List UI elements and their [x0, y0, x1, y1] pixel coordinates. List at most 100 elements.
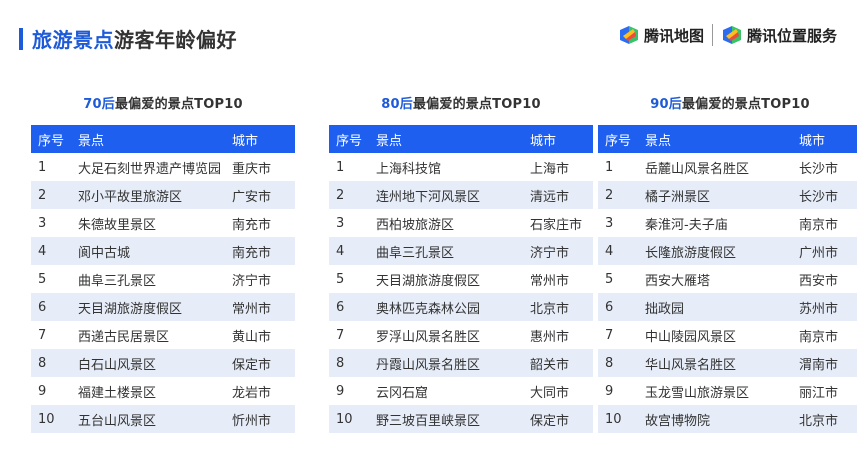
- cell-spot: 罗浮山风景名胜区: [369, 321, 523, 349]
- page-title-highlight: 旅游景点: [32, 28, 114, 52]
- table-row: 1 岳麓山风景名胜区 长沙市: [598, 153, 857, 181]
- cell-city: 北京市: [792, 405, 857, 433]
- table-header-row: 序号 景点 城市: [31, 125, 295, 153]
- cell-no: 10: [598, 405, 638, 433]
- table-row: 7 中山陵园风景区 南京市: [598, 321, 857, 349]
- cell-no: 10: [31, 405, 71, 433]
- column-header-spot: 景点: [71, 125, 225, 153]
- cell-city: 广州市: [792, 237, 857, 265]
- panel-70s: 70后最偏爱的景点TOP10 序号 景点 城市 1 大足石刻世界遗产博览园 重庆市 2…: [31, 96, 295, 433]
- ranking-table: 序号 景点 城市 1 上海科技馆 上海市 2 连州地下河风景区 清远市 3 西柏坡旅游区 石家庄…: [329, 125, 593, 433]
- column-header-no: 序号: [31, 125, 71, 153]
- cell-city: 保定市: [225, 349, 295, 377]
- cell-no: 2: [31, 181, 71, 209]
- cell-city: 济宁市: [225, 265, 295, 293]
- cell-no: 4: [329, 237, 369, 265]
- cell-spot: 阆中古城: [71, 237, 225, 265]
- cell-city: 长沙市: [792, 181, 857, 209]
- table-header-row: 序号 景点 城市: [329, 125, 593, 153]
- cell-no: 7: [329, 321, 369, 349]
- cell-city: 重庆市: [225, 153, 295, 181]
- ranking-table: 序号 景点 城市 1 大足石刻世界遗产博览园 重庆市 2 邓小平故里旅游区 广安市 3 朱德故…: [31, 125, 295, 433]
- cell-no: 1: [329, 153, 369, 181]
- cell-city: 苏州市: [792, 293, 857, 321]
- table-row: 2 橘子洲景区 长沙市: [598, 181, 857, 209]
- cell-spot: 西安大雁塔: [638, 265, 792, 293]
- cell-no: 9: [31, 377, 71, 405]
- table-row: 9 福建土楼景区 龙岩市: [31, 377, 295, 405]
- panel-title-rest: 最偏爱的景点TOP10: [412, 97, 541, 112]
- table-row: 6 拙政园 苏州市: [598, 293, 857, 321]
- cell-spot: 天目湖旅游度假区: [71, 293, 225, 321]
- cell-spot: 上海科技馆: [369, 153, 523, 181]
- tencent-map-logo: 腾讯地图: [618, 24, 704, 46]
- table-row: 10 五台山风景区 忻州市: [31, 405, 295, 433]
- panel-title: 90后最偏爱的景点TOP10: [598, 96, 857, 114]
- cell-no: 6: [31, 293, 71, 321]
- tencent-map-logo-text: 腾讯地图: [643, 26, 704, 45]
- cell-city: 忻州市: [225, 405, 295, 433]
- column-header-city: 城市: [523, 125, 593, 153]
- cell-city: 丽江市: [792, 377, 857, 405]
- cell-no: 5: [598, 265, 638, 293]
- cell-no: 10: [329, 405, 369, 433]
- cell-city: 韶关市: [523, 349, 593, 377]
- cell-spot: 大足石刻世界遗产博览园: [71, 153, 225, 181]
- table-row: 3 朱德故里景区 南充市: [31, 209, 295, 237]
- cell-no: 1: [31, 153, 71, 181]
- cell-spot: 奥林匹克森林公园: [369, 293, 523, 321]
- cell-spot: 云冈石窟: [369, 377, 523, 405]
- panel-title: 80后最偏爱的景点TOP10: [329, 96, 593, 114]
- cell-no: 7: [31, 321, 71, 349]
- panel-title-rest: 最偏爱的景点TOP10: [114, 97, 243, 112]
- panel-title-highlight: 70后: [83, 97, 115, 112]
- table-row: 7 罗浮山风景名胜区 惠州市: [329, 321, 593, 349]
- panel-title-rest: 最偏爱的景点TOP10: [681, 97, 810, 112]
- cell-spot: 中山陵园风景区: [638, 321, 792, 349]
- cell-no: 3: [598, 209, 638, 237]
- table-row: 8 华山风景名胜区 渭南市: [598, 349, 857, 377]
- cell-spot: 连州地下河风景区: [369, 181, 523, 209]
- cell-city: 清远市: [523, 181, 593, 209]
- tencent-map-logo-icon: [619, 26, 638, 44]
- column-header-spot: 景点: [638, 125, 792, 153]
- tencent-location-logo-text: 腾讯位置服务: [746, 26, 837, 45]
- table-row: 5 西安大雁塔 西安市: [598, 265, 857, 293]
- cell-spot: 玉龙雪山旅游景区: [638, 377, 792, 405]
- panel-90s: 90后最偏爱的景点TOP10 序号 景点 城市 1 岳麓山风景名胜区 长沙市 2 橘子洲…: [598, 96, 857, 433]
- cell-spot: 白石山风景区: [71, 349, 225, 377]
- cell-no: 6: [598, 293, 638, 321]
- cell-city: 大同市: [523, 377, 593, 405]
- cell-city: 龙岩市: [225, 377, 295, 405]
- table-row: 6 天目湖旅游度假区 常州市: [31, 293, 295, 321]
- cell-spot: 华山风景名胜区: [638, 349, 792, 377]
- table-row: 1 大足石刻世界遗产博览园 重庆市: [31, 153, 295, 181]
- cell-no: 5: [31, 265, 71, 293]
- cell-no: 8: [329, 349, 369, 377]
- cell-no: 8: [31, 349, 71, 377]
- cell-city: 南京市: [792, 321, 857, 349]
- cell-city: 南京市: [792, 209, 857, 237]
- table-row: 4 长隆旅游度假区 广州市: [598, 237, 857, 265]
- column-header-city: 城市: [792, 125, 857, 153]
- table-row: 2 连州地下河风景区 清远市: [329, 181, 593, 209]
- cell-spot: 野三坡百里峡景区: [369, 405, 523, 433]
- table-row: 5 曲阜三孔景区 济宁市: [31, 265, 295, 293]
- cell-city: 惠州市: [523, 321, 593, 349]
- table-row: 9 云冈石窟 大同市: [329, 377, 593, 405]
- cell-spot: 秦淮河-夫子庙: [638, 209, 792, 237]
- panel-title-highlight: 90后: [650, 97, 682, 112]
- cell-city: 常州市: [523, 265, 593, 293]
- cell-no: 1: [598, 153, 638, 181]
- table-row: 10 故宫博物院 北京市: [598, 405, 857, 433]
- cell-no: 3: [329, 209, 369, 237]
- cell-city: 上海市: [523, 153, 593, 181]
- cell-city: 保定市: [523, 405, 593, 433]
- table-row: 9 玉龙雪山旅游景区 丽江市: [598, 377, 857, 405]
- table-row: 3 西柏坡旅游区 石家庄市: [329, 209, 593, 237]
- cell-spot: 邓小平故里旅游区: [71, 181, 225, 209]
- cell-spot: 故宫博物院: [638, 405, 792, 433]
- cell-city: 石家庄市: [523, 209, 593, 237]
- table-row: 1 上海科技馆 上海市: [329, 153, 593, 181]
- title-accent-bar: [19, 27, 23, 50]
